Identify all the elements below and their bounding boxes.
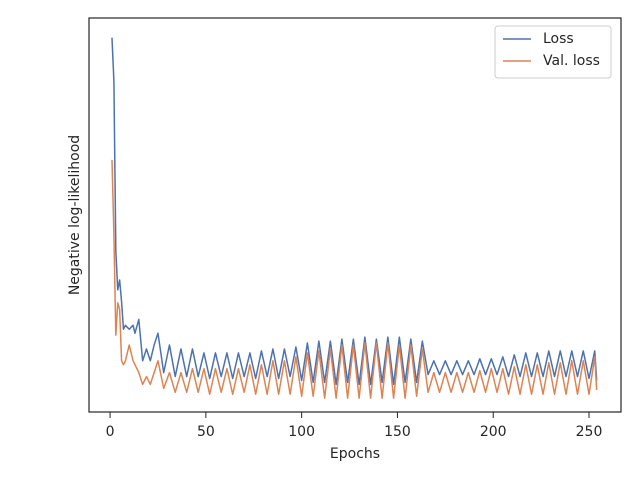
x-tick-label: 200 xyxy=(480,424,507,440)
line-series xyxy=(111,37,598,386)
x-tick-label: 50 xyxy=(197,424,215,440)
legend-label: Loss xyxy=(543,31,574,47)
line-series xyxy=(111,159,598,399)
x-tick-label: 250 xyxy=(576,424,603,440)
plot-frame xyxy=(88,17,622,413)
x-tick-label: 100 xyxy=(288,424,315,440)
x-tick-label: 0 xyxy=(106,424,115,440)
legend-label: Val. loss xyxy=(543,53,600,69)
x-axis-label: Epochs xyxy=(330,446,380,462)
y-axis-label: Negative log-likelihood xyxy=(67,135,83,295)
x-tick-label: 150 xyxy=(384,424,411,440)
